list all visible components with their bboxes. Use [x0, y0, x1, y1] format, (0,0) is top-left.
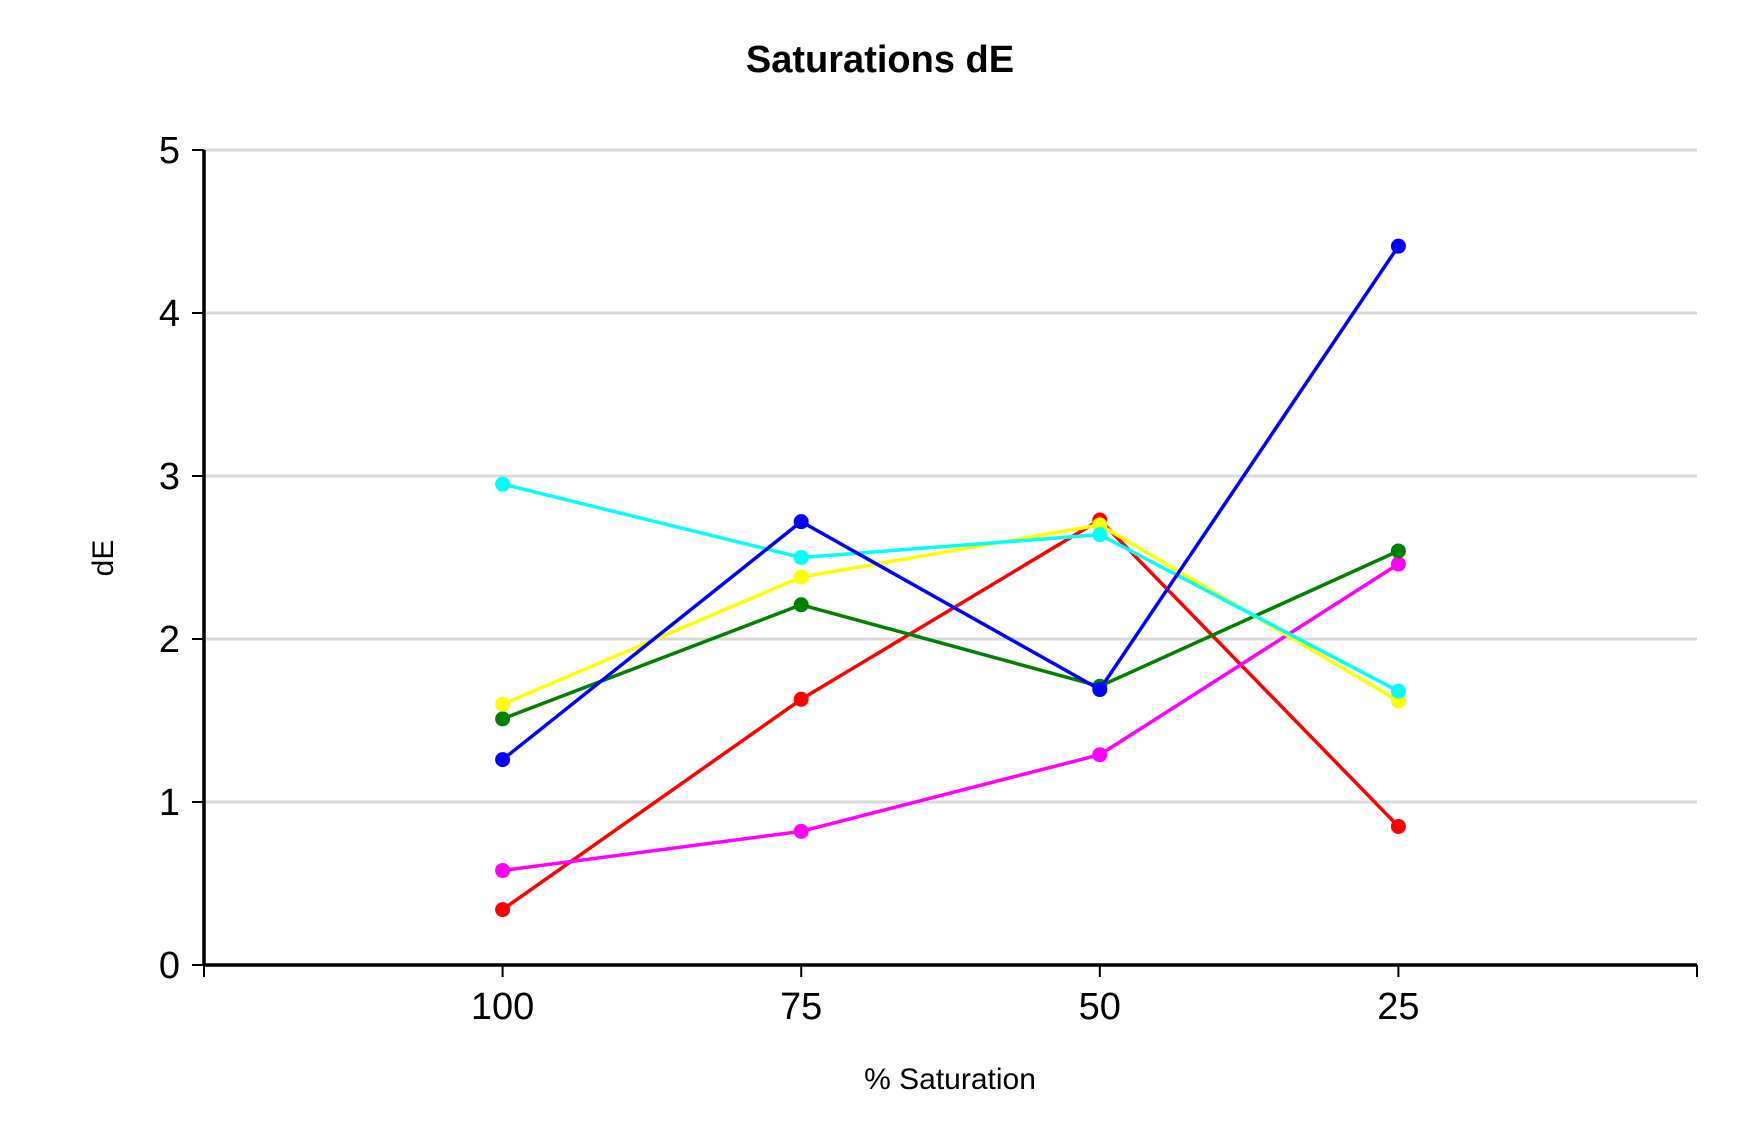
data-point: [1390, 818, 1406, 834]
data-point: [1092, 682, 1108, 698]
series-line: [501, 523, 1400, 706]
y-tick-label: 1: [159, 782, 180, 824]
y-tick-label: 4: [159, 293, 180, 335]
data-point: [495, 476, 511, 492]
y-tick-label: 3: [159, 456, 180, 498]
data-point: [1092, 527, 1108, 543]
data-point: [793, 823, 809, 839]
data-point: [495, 902, 511, 918]
data-point: [1390, 556, 1406, 572]
data-point: [793, 569, 809, 585]
series-6: [495, 238, 1406, 768]
y-axis-label: dE: [87, 540, 120, 577]
data-point: [1390, 543, 1406, 559]
x-axis-label: % Saturation: [864, 1063, 1036, 1096]
data-point: [495, 862, 511, 878]
x-tick-label: 50: [1079, 986, 1121, 1028]
data-point: [793, 691, 809, 707]
series-line: [502, 562, 1400, 873]
x-tick-label: 75: [780, 986, 822, 1028]
y-axis-ticks: 0 1 2 3 4 5: [159, 130, 204, 987]
gridlines: [204, 148, 1697, 804]
chart-title: Saturations dE: [746, 39, 1014, 81]
series-2: [495, 556, 1406, 878]
series-5: [495, 476, 1406, 699]
series-3: [495, 543, 1406, 727]
y-tick-label: 5: [159, 130, 180, 172]
data-point: [1092, 747, 1108, 763]
series-line: [501, 245, 1400, 761]
series-group: [495, 238, 1406, 918]
series-line: [501, 518, 1400, 912]
data-point: [495, 696, 511, 712]
series-1: [495, 512, 1406, 918]
x-tick-label: 100: [471, 986, 534, 1028]
data-point: [495, 752, 511, 768]
data-point: [1390, 238, 1406, 254]
data-point: [1390, 683, 1406, 699]
x-tick-label: 25: [1377, 986, 1419, 1028]
y-tick-label: 2: [159, 619, 180, 661]
y-tick-label: 0: [159, 945, 180, 987]
series-line: [501, 549, 1400, 721]
data-point: [495, 711, 511, 727]
series-line: [502, 482, 1400, 693]
data-point: [793, 597, 809, 613]
data-point: [793, 514, 809, 530]
x-axis-ticks: 100 75 50 25: [203, 965, 1698, 1028]
data-point: [793, 550, 809, 565]
